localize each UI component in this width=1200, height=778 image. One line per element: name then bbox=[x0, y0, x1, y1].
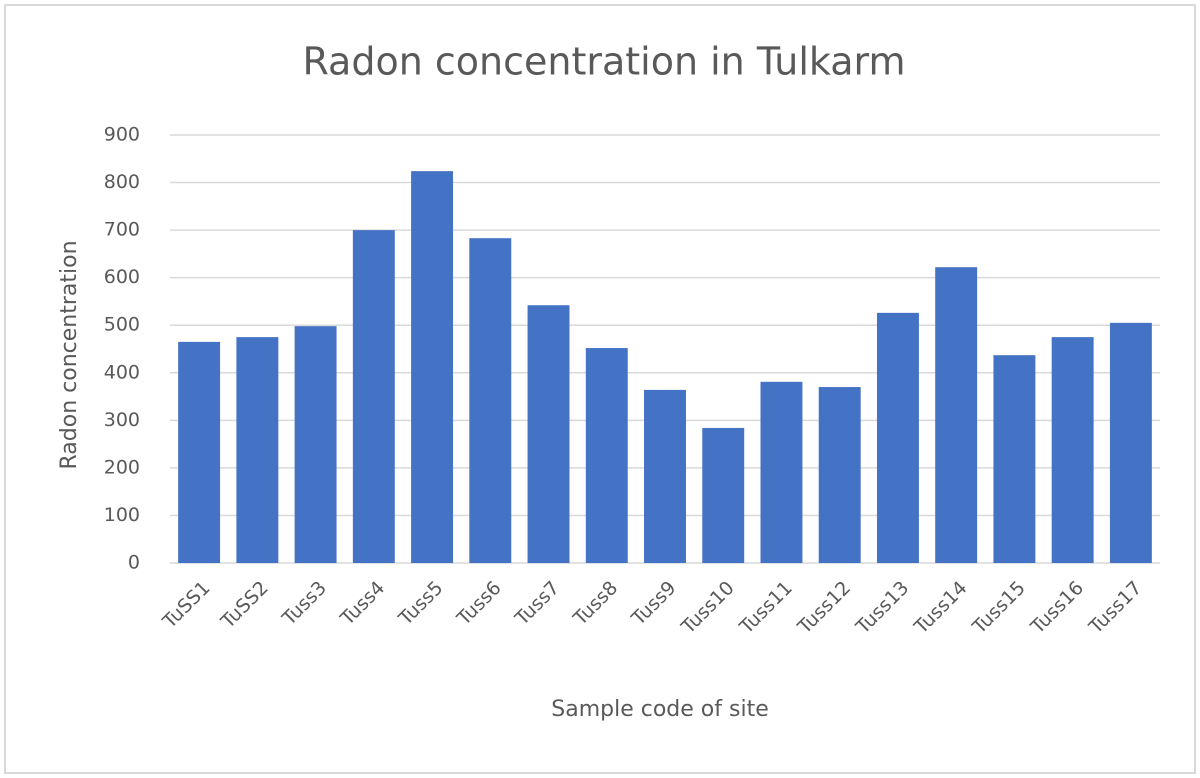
y-tick-label: 0 bbox=[128, 552, 140, 574]
y-tick-label: 300 bbox=[104, 409, 140, 431]
y-tick-label: 500 bbox=[104, 314, 140, 336]
chart-title: Radon concentration in Tulkarm bbox=[302, 40, 905, 84]
bar bbox=[760, 381, 803, 563]
bar bbox=[469, 238, 512, 563]
x-axis-title: Sample code of site bbox=[551, 697, 768, 722]
y-tick-label: 900 bbox=[104, 124, 140, 146]
bar bbox=[411, 171, 454, 564]
y-tick-label: 100 bbox=[104, 504, 140, 526]
bar bbox=[1051, 337, 1094, 563]
bar bbox=[1109, 322, 1152, 563]
bar bbox=[935, 267, 978, 563]
bar bbox=[585, 348, 628, 563]
bar bbox=[993, 355, 1036, 563]
y-axis-title: Radon concentration bbox=[57, 240, 82, 469]
bar bbox=[352, 230, 395, 563]
y-tick-label: 600 bbox=[104, 266, 140, 288]
bar bbox=[178, 341, 221, 563]
y-tick-label: 200 bbox=[104, 456, 140, 478]
bar bbox=[818, 387, 861, 563]
y-tick-label: 800 bbox=[104, 171, 140, 193]
y-tick-label: 700 bbox=[104, 219, 140, 241]
bar bbox=[527, 305, 570, 563]
bar bbox=[236, 337, 279, 563]
bar bbox=[294, 326, 337, 563]
y-tick-label: 400 bbox=[104, 361, 140, 383]
bar bbox=[876, 312, 919, 563]
bar bbox=[644, 389, 686, 563]
bar bbox=[702, 427, 745, 563]
